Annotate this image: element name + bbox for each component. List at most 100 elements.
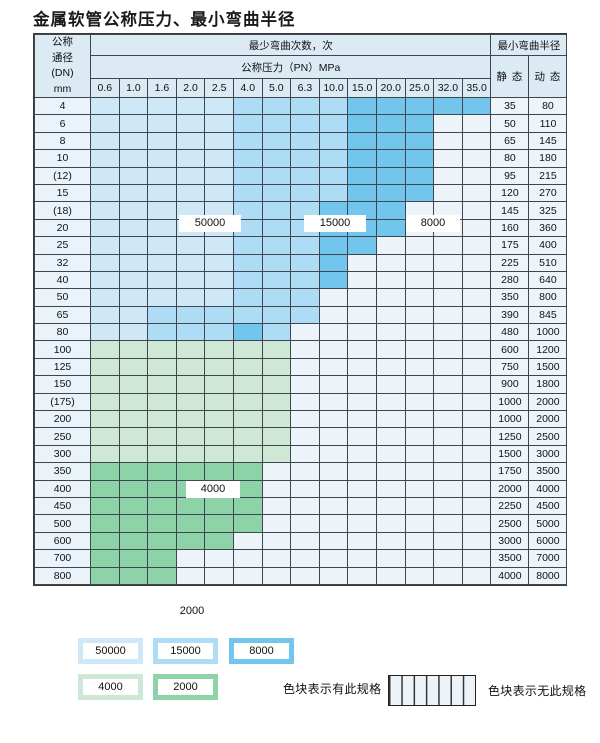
dn-line-0: 公称 (52, 36, 73, 48)
cell-r12-c2 (147, 305, 177, 325)
callout-chip-15000: 15000 (304, 215, 366, 232)
cell-r17-c4 (204, 392, 234, 412)
pressure-col-header-2: 1.6 (147, 78, 177, 98)
cell-r24-c8 (318, 514, 349, 533)
cell-r1-c6 (261, 114, 292, 133)
cell-r10-c5 (232, 270, 263, 290)
cell-r13-c13 (461, 323, 492, 342)
cell-r19-c13 (461, 427, 492, 446)
spec-table-container: 公称 通径 (DN) mm 最少弯曲次数，次 最小弯曲半径 公称压力（PN）MP… (33, 33, 568, 620)
cell-r26-c2 (147, 549, 177, 568)
table-row: 600 3000 6000 (34, 531, 568, 551)
cell-r16-c5 (232, 375, 263, 394)
cell-r9-c11 (404, 253, 435, 272)
radius-static-value: 900 (490, 375, 530, 394)
cell-r8-c8 (318, 236, 349, 255)
cell-r4-c7 (290, 166, 320, 185)
cell-r12-c1 (118, 305, 149, 325)
cell-r12-c11 (404, 305, 435, 325)
cell-r18-c10 (375, 410, 406, 429)
cell-r2-c10 (375, 131, 406, 151)
cell-r15-c4 (204, 357, 234, 377)
cell-r5-c0 (90, 183, 120, 203)
cell-r26-c3 (175, 549, 206, 568)
cell-r5-c4 (204, 183, 234, 203)
cell-r6-c10 (375, 201, 406, 220)
radius-dynamic-value: 110 (528, 114, 568, 133)
cell-r9-c4 (204, 253, 234, 272)
cell-r0-c0 (90, 96, 120, 116)
cell-r20-c9 (347, 444, 377, 464)
table-row: 125 750 1500 (34, 357, 568, 377)
cell-r24-c12 (433, 514, 463, 533)
cell-r26-c12 (433, 549, 463, 568)
cell-r16-c1 (118, 375, 149, 394)
legend-swatch-8000: 8000 (229, 638, 294, 664)
cell-r8-c1 (118, 236, 149, 255)
radius-static-value: 95 (490, 166, 530, 185)
cell-r9-c2 (147, 253, 177, 272)
cell-r4-c0 (90, 166, 120, 185)
cell-r23-c10 (375, 496, 406, 516)
legend-swatch-label: 8000 (234, 643, 289, 659)
cell-r4-c2 (147, 166, 177, 185)
cell-r21-c1 (118, 462, 149, 481)
cell-r25-c10 (375, 531, 406, 551)
row-label-dn: 15 (34, 183, 91, 203)
cell-r8-c12 (433, 236, 463, 255)
pressure-col-header-6: 5.0 (261, 78, 292, 98)
cell-r8-c11 (404, 236, 435, 255)
cell-r17-c2 (147, 392, 177, 412)
cell-r2-c0 (90, 131, 120, 151)
cell-r2-c1 (118, 131, 149, 151)
radius-dynamic-value: 145 (528, 131, 568, 151)
pressure-col-header-13: 35.0 (461, 78, 492, 98)
pressure-col-header-8: 10.0 (318, 78, 349, 98)
radius-dynamic-value: 5000 (528, 514, 568, 533)
row-label-dn: 50 (34, 288, 91, 307)
cell-r27-c5 (232, 566, 263, 585)
legend-swatch-label: 50000 (83, 643, 138, 659)
legend-swatch-2000: 2000 (153, 674, 218, 700)
cell-r1-c5 (232, 114, 263, 133)
cell-r4-c1 (118, 166, 149, 185)
cell-r26-c4 (204, 549, 234, 568)
pressure-col-header-12: 32.0 (433, 78, 463, 98)
cell-r10-c12 (433, 270, 463, 290)
cell-r11-c13 (461, 288, 492, 307)
cell-r13-c3 (175, 323, 206, 342)
cell-r23-c11 (404, 496, 435, 516)
cell-r2-c3 (175, 131, 206, 151)
table-header: 公称 通径 (DN) mm 最少弯曲次数，次 最小弯曲半径 公称压力（PN）MP… (34, 34, 568, 98)
cell-r15-c1 (118, 357, 149, 377)
table-row: 250 1250 2500 (34, 427, 568, 446)
radius-static-value: 65 (490, 131, 530, 151)
cell-r17-c6 (261, 392, 292, 412)
cell-r3-c9 (347, 149, 377, 168)
cell-r27-c9 (347, 566, 377, 585)
cell-r26-c8 (318, 549, 349, 568)
cell-r9-c6 (261, 253, 292, 272)
header-nominal-pressure: 公称压力（PN）MPa (89, 55, 492, 79)
pressure-col-header-10: 20.0 (375, 78, 406, 98)
cell-r18-c11 (404, 410, 435, 429)
cell-r19-c11 (404, 427, 435, 446)
cell-r20-c2 (147, 444, 177, 464)
cell-r12-c4 (204, 305, 234, 325)
radius-dynamic-value: 2000 (528, 392, 568, 412)
cell-r12-c5 (232, 305, 263, 325)
cell-r0-c13 (461, 96, 492, 116)
cell-r25-c8 (318, 531, 349, 551)
cell-r25-c6 (261, 531, 292, 551)
cell-r26-c7 (290, 549, 320, 568)
cell-r21-c2 (147, 462, 177, 481)
row-label-dn: (18) (34, 201, 91, 220)
cell-r0-c10 (375, 96, 406, 116)
cell-r16-c0 (90, 375, 120, 394)
cell-r21-c0 (90, 462, 120, 481)
cell-r2-c7 (290, 131, 320, 151)
radius-static-value: 1250 (490, 427, 530, 446)
radius-static-value: 2500 (490, 514, 530, 533)
radius-dynamic-value: 3500 (528, 462, 568, 481)
cell-r11-c9 (347, 288, 377, 307)
